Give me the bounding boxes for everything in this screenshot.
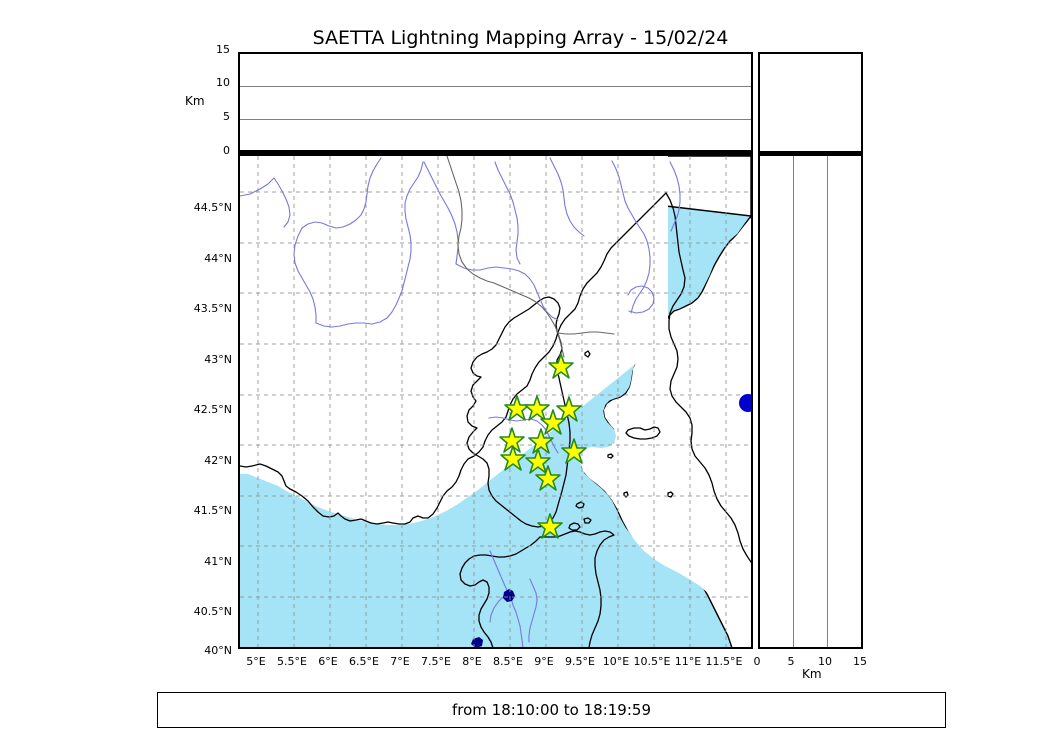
map-lon-tick-9E: 9°E — [534, 655, 554, 668]
gridline-vertical — [793, 156, 794, 647]
rivers-group — [240, 157, 681, 647]
gridline-horizontal — [240, 86, 751, 87]
station-star — [561, 438, 587, 464]
top-panel-ytick-15: 15 — [216, 43, 230, 56]
lma-station-markers — [499, 353, 587, 539]
map-panel[interactable] — [238, 153, 753, 649]
time-range-bar: from 18:10:00 to 18:19:59 — [157, 692, 946, 728]
map-lat-tick-43.5N: 43.5°N — [193, 302, 232, 315]
station-star — [540, 409, 566, 435]
station-star — [525, 448, 551, 474]
map-lon-tick-5E: 5°E — [246, 655, 266, 668]
map-lat-tick-42N: 42°N — [204, 454, 232, 467]
coastline-group — [240, 192, 751, 647]
coastline-south-france — [240, 156, 668, 525]
map-lon-tick-10E: 10°E — [602, 655, 630, 668]
station-star — [528, 428, 554, 454]
map-lon-tick-6.5E: 6.5°E — [349, 655, 379, 668]
right-panel-xtick-15: 15 — [853, 655, 867, 668]
borders-group — [446, 156, 615, 358]
right-panel-xtick-0: 0 — [753, 655, 761, 668]
map-lon-tick-8.5E: 8.5°E — [493, 655, 523, 668]
gridline-vertical — [827, 156, 828, 647]
right-panel-xtick-5: 5 — [787, 655, 795, 668]
top-panel-ytick-0: 0 — [223, 144, 230, 157]
map-lon-tick-9.5E: 9.5°E — [565, 655, 595, 668]
landmass-france-italy — [240, 156, 751, 647]
gridline-horizontal — [240, 119, 751, 120]
top-panel-ytick-10: 10 — [216, 76, 230, 89]
map-gridlines — [240, 156, 751, 647]
station-star — [556, 396, 582, 422]
right-panel-axis-label: Km — [802, 667, 822, 681]
station-star — [499, 427, 525, 453]
map-lon-tick-11.5E: 11.5°E — [705, 655, 743, 668]
top-panel-ytick-5: 5 — [223, 110, 230, 123]
map-lon-tick-7E: 7°E — [390, 655, 410, 668]
altitude-longitude-panel[interactable] — [238, 52, 753, 153]
map-lat-tick-43N: 43°N — [204, 353, 232, 366]
map-lon-tick-10.5E: 10.5°E — [633, 655, 671, 668]
map-lat-tick-40.5N: 40.5°N — [193, 605, 232, 618]
map-lon-tick-6E: 6°E — [318, 655, 338, 668]
page-title: SAETTA Lightning Mapping Array - 15/02/2… — [312, 27, 729, 49]
map-lon-tick-11E: 11°E — [674, 655, 702, 668]
map-lat-tick-40N: 40°N — [204, 644, 232, 657]
map-graphic — [240, 156, 751, 647]
station-star — [537, 513, 563, 539]
map-lon-tick-8E: 8°E — [462, 655, 482, 668]
map-lon-tick-7.5E: 7.5°E — [421, 655, 451, 668]
station-star — [535, 465, 561, 491]
right-panel-xtick-10: 10 — [818, 655, 832, 668]
altitude-latitude-panel[interactable] — [758, 153, 863, 649]
map-lat-tick-44.5N: 44.5°N — [193, 201, 232, 214]
map-lon-tick-5.5E: 5.5°E — [277, 655, 307, 668]
map-lat-tick-41N: 41°N — [204, 555, 232, 568]
station-star — [548, 353, 574, 379]
source-dot — [739, 394, 751, 412]
top-panel-axis-label: Km — [185, 94, 205, 108]
map-lat-tick-42.5N: 42.5°N — [193, 403, 232, 416]
time-range-text: from 18:10:00 to 18:19:59 — [451, 701, 651, 719]
map-lat-tick-44N: 44°N — [204, 252, 232, 265]
station-star — [524, 395, 550, 421]
map-lat-tick-41.5N: 41.5°N — [193, 504, 232, 517]
vhf-source-markers — [739, 394, 751, 412]
altitude-histogram-panel[interactable] — [758, 52, 863, 153]
station-star — [500, 445, 526, 471]
